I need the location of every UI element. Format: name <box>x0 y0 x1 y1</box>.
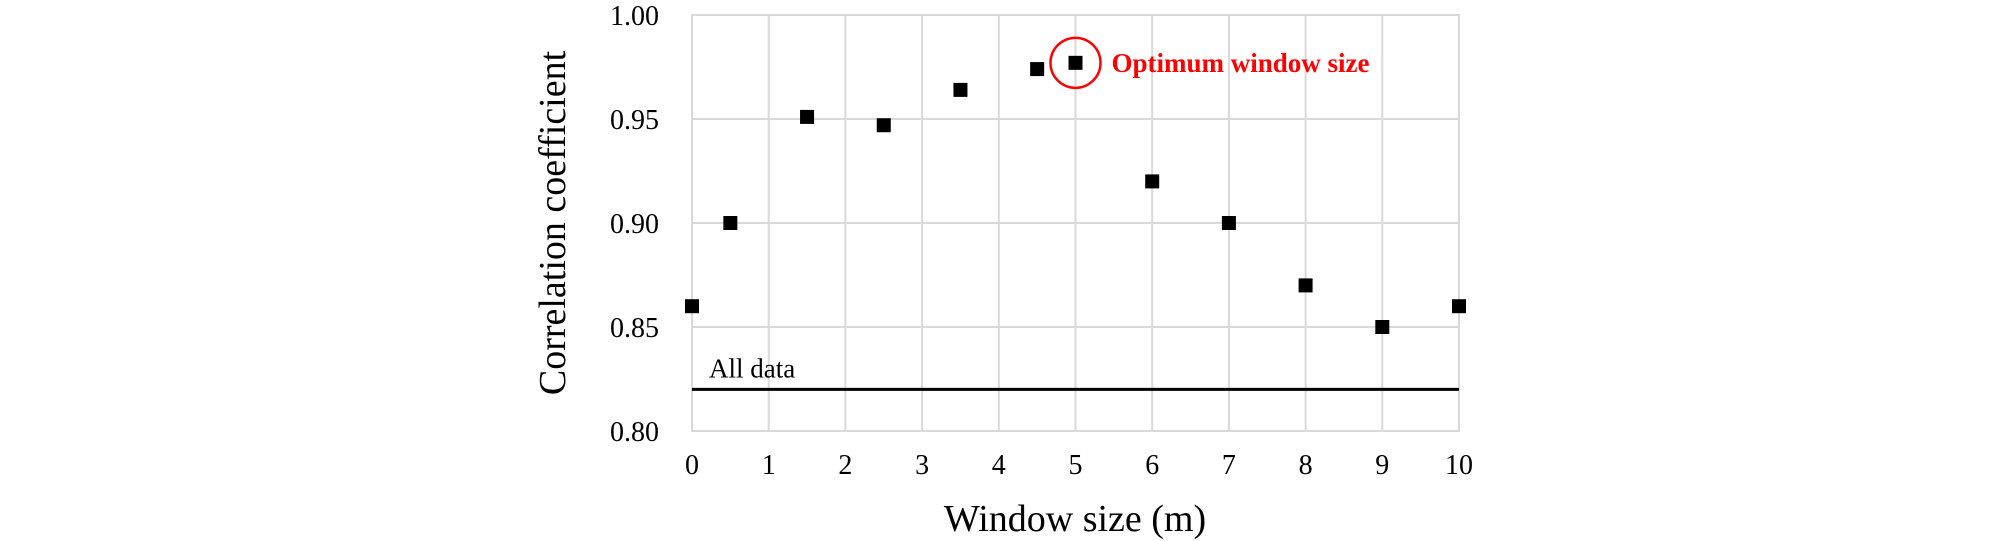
y-tick-label: 0.85 <box>610 313 659 344</box>
x-tick-label: 7 <box>1222 450 1236 481</box>
x-axis-ticks: 0 1 2 3 4 5 6 7 8 9 10 <box>685 450 1473 481</box>
data-points <box>685 55 1466 334</box>
x-tick-label: 9 <box>1375 450 1389 481</box>
data-point <box>723 216 738 230</box>
y-tick-label: 0.95 <box>610 105 659 136</box>
x-tick-label: 8 <box>1299 450 1313 481</box>
data-point <box>1298 278 1313 293</box>
y-axis-ticks: 0.80 0.85 0.90 0.95 1.00 <box>610 1 659 448</box>
y-axis-title: Correlation coefficient <box>532 50 574 395</box>
data-point <box>953 82 968 97</box>
data-point <box>1221 216 1236 230</box>
data-point <box>1030 62 1045 77</box>
x-tick-label: 1 <box>762 450 776 481</box>
y-tick-label: 1.00 <box>610 1 659 32</box>
x-axis-title: Window size (m) <box>944 498 1206 540</box>
data-point <box>876 118 891 133</box>
x-tick-label: 2 <box>838 450 852 481</box>
data-point <box>1375 320 1390 334</box>
y-tick-label: 0.80 <box>610 417 659 448</box>
x-tick-label: 4 <box>992 450 1006 481</box>
optimum-window-size-label: Optimum window size <box>1112 48 1370 78</box>
x-tick-label: 10 <box>1445 450 1473 481</box>
data-point <box>800 109 815 124</box>
x-tick-label: 6 <box>1145 450 1159 481</box>
plot-area <box>691 14 1460 432</box>
data-point <box>1452 299 1466 314</box>
all-data-label: All data <box>709 353 795 383</box>
data-point <box>1068 55 1083 70</box>
data-point <box>685 299 699 314</box>
y-tick-label: 0.90 <box>610 209 659 240</box>
x-tick-label: 3 <box>915 450 929 481</box>
x-tick-label: 5 <box>1069 450 1083 481</box>
data-point <box>1145 174 1160 189</box>
x-tick-label: 0 <box>685 450 699 481</box>
optimum-highlight-circle <box>1049 36 1102 90</box>
